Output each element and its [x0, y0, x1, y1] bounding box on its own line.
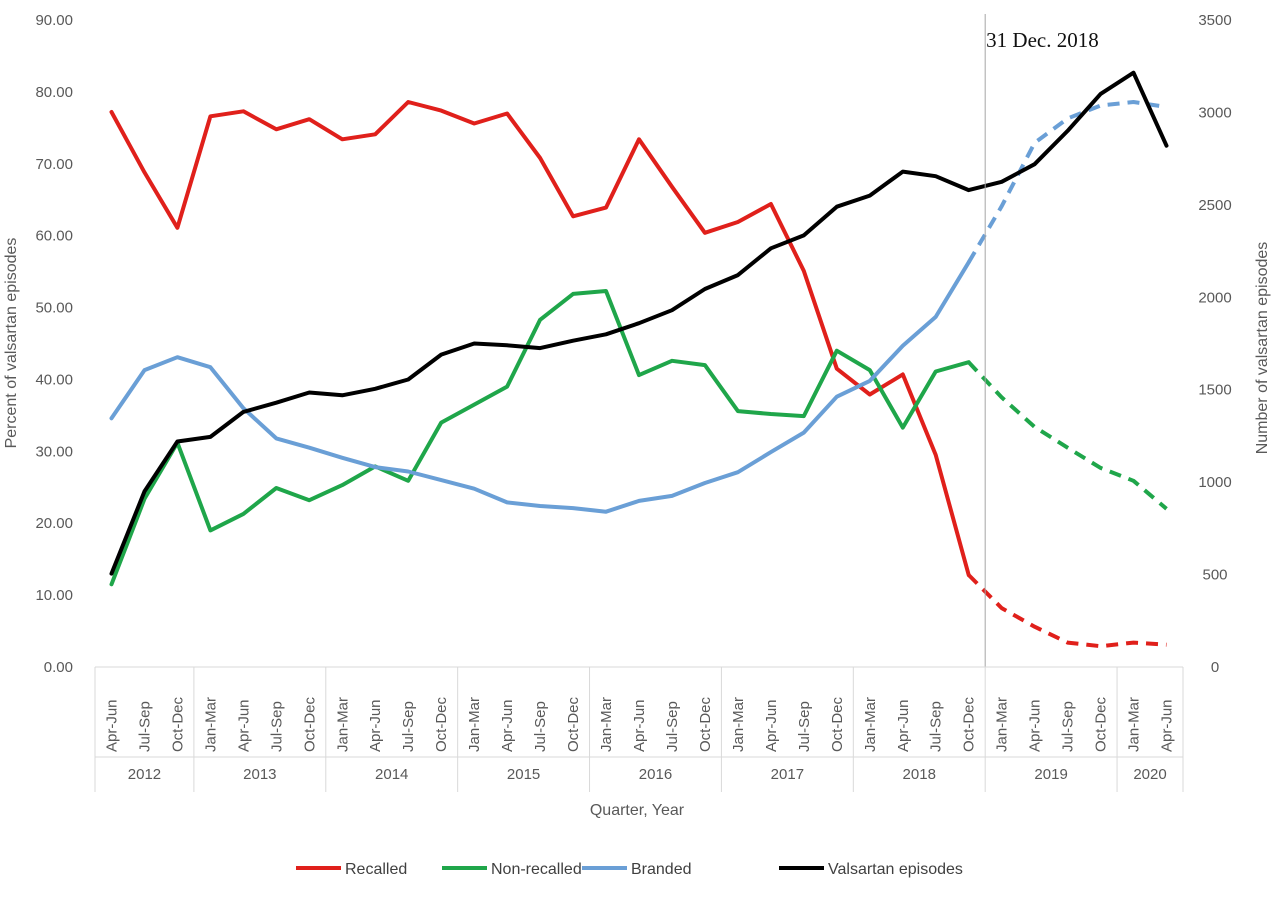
legend-label: Recalled	[345, 861, 407, 878]
legend: Recalled Non-recalled Branded Valsartan epi…	[296, 861, 963, 878]
x-tick-quarter: Jan-Mar	[862, 697, 879, 752]
x-tick-quarter: Jul-Sep	[796, 701, 813, 752]
x-tick-quarter: Apr-Jun	[103, 699, 120, 752]
x-tick-quarter: Jan-Mar	[730, 697, 747, 752]
x-tick-quarter: Jan-Mar	[994, 697, 1011, 752]
x-tick-quarter: Jul-Sep	[1060, 701, 1077, 752]
y-tick-left: 20.00	[35, 515, 73, 532]
series-line-valsartan-episodes	[109, 70, 1169, 576]
y-tick-right: 500	[1202, 567, 1227, 584]
y-tick-right: 1000	[1198, 474, 1231, 491]
series-line-branded	[109, 260, 971, 514]
y-tick-right: 2000	[1198, 289, 1231, 306]
series-line-recalled	[109, 100, 971, 577]
annotation: 31 Dec. 2018	[984, 14, 1099, 667]
x-tick-quarter: Apr-Jun	[631, 699, 648, 752]
series-line-branded-projected	[966, 100, 1167, 264]
legend-item-non-recalled: Non-recalled	[442, 861, 582, 878]
y-tick-left: 0.00	[44, 659, 73, 676]
x-tick-year: 2020	[1133, 766, 1166, 783]
axes: 0.00 10.00 20.00 30.00 40.00 50.00 60.00 70.00 8…	[35, 12, 1231, 676]
x-tick-quarter: Jan-Mar	[202, 697, 219, 752]
legend-label: Branded	[631, 861, 692, 878]
x-tick-quarter: Oct-Dec	[961, 696, 978, 752]
y-tick-right: 3500	[1198, 12, 1231, 29]
legend-label: Valsartan episodes	[828, 861, 963, 878]
x-tick-quarter: Jan-Mar	[334, 697, 351, 752]
y-tick-right: 0	[1211, 659, 1219, 676]
series-line-recalled-projected	[967, 573, 1167, 649]
y-tick-left: 60.00	[35, 228, 73, 245]
x-tick-quarter: Jul-Sep	[136, 701, 153, 752]
x-tick-quarter: Apr-Jun	[1159, 699, 1176, 752]
x-tick-quarter: Jul-Sep	[532, 701, 549, 752]
series-line-non-recalled-projected	[967, 360, 1168, 511]
x-tick-year: 2013	[243, 766, 276, 783]
x-tick-quarter: Oct-Dec	[169, 696, 186, 752]
y-tick-left: 40.00	[35, 371, 73, 388]
annotation-label: 31 Dec. 2018	[986, 28, 1099, 52]
x-tick-quarter: Apr-Jun	[895, 699, 912, 752]
series-line-non-recalled	[109, 289, 971, 587]
x-tick-year: 2019	[1034, 766, 1067, 783]
y-tick-left: 80.00	[35, 84, 73, 101]
y-axis-left-title: Percent of valsartan episodes	[3, 238, 20, 449]
x-axis: Apr-Jun Jul-Sep Oct-Dec Jan-Mar Apr-Jun Jul-S…	[94, 666, 1184, 792]
x-tick-quarter: Oct-Dec	[433, 696, 450, 752]
x-tick-year: 2015	[507, 766, 540, 783]
x-tick-quarter: Oct-Dec	[301, 696, 318, 752]
legend-item-valsartan-episodes: Valsartan episodes	[779, 861, 963, 878]
x-tick-year: 2017	[771, 766, 804, 783]
legend-item-branded: Branded	[582, 861, 692, 878]
x-tick-year: 2016	[639, 766, 672, 783]
x-tick-quarter: Apr-Jun	[235, 699, 252, 752]
x-tick-year: 2012	[128, 766, 161, 783]
x-tick-quarter: Jul-Sep	[928, 701, 945, 752]
y-tick-right: 1500	[1198, 382, 1231, 399]
x-tick-quarter: Jan-Mar	[598, 697, 615, 752]
x-tick-quarter: Jul-Sep	[664, 701, 681, 752]
x-tick-quarter: Jul-Sep	[268, 701, 285, 752]
x-tick-quarter: Oct-Dec	[565, 696, 582, 752]
y-tick-left: 50.00	[35, 300, 73, 317]
y-tick-left: 70.00	[35, 156, 73, 173]
y-tick-left: 30.00	[35, 443, 73, 460]
x-tick-quarter: Oct-Dec	[1093, 696, 1110, 752]
y-tick-left: 90.00	[35, 12, 73, 29]
x-tick-year: 2018	[903, 766, 936, 783]
y-tick-right: 2500	[1198, 197, 1231, 214]
y-tick-right: 3000	[1198, 104, 1231, 121]
x-tick-quarter: Apr-Jun	[499, 699, 516, 752]
legend-label: Non-recalled	[491, 861, 582, 878]
x-tick-quarter: Jan-Mar	[466, 697, 483, 752]
legend-item-recalled: Recalled	[296, 861, 407, 878]
x-tick-quarter: Apr-Jun	[367, 699, 384, 752]
x-axis-title: Quarter, Year	[590, 802, 685, 819]
y-axis-right-title: Number of valsartan episodes	[1254, 242, 1271, 455]
x-tick-quarter: Oct-Dec	[829, 696, 846, 752]
x-tick-quarter: Apr-Jun	[763, 699, 780, 752]
x-tick-quarter: Jan-Mar	[1126, 697, 1143, 752]
x-tick-quarter: Apr-Jun	[1027, 699, 1044, 752]
series-lines	[109, 70, 1169, 649]
x-tick-quarter: Oct-Dec	[697, 696, 714, 752]
x-tick-year: 2014	[375, 766, 408, 783]
y-tick-left: 10.00	[35, 587, 73, 604]
x-tick-quarter: Jul-Sep	[400, 701, 417, 752]
